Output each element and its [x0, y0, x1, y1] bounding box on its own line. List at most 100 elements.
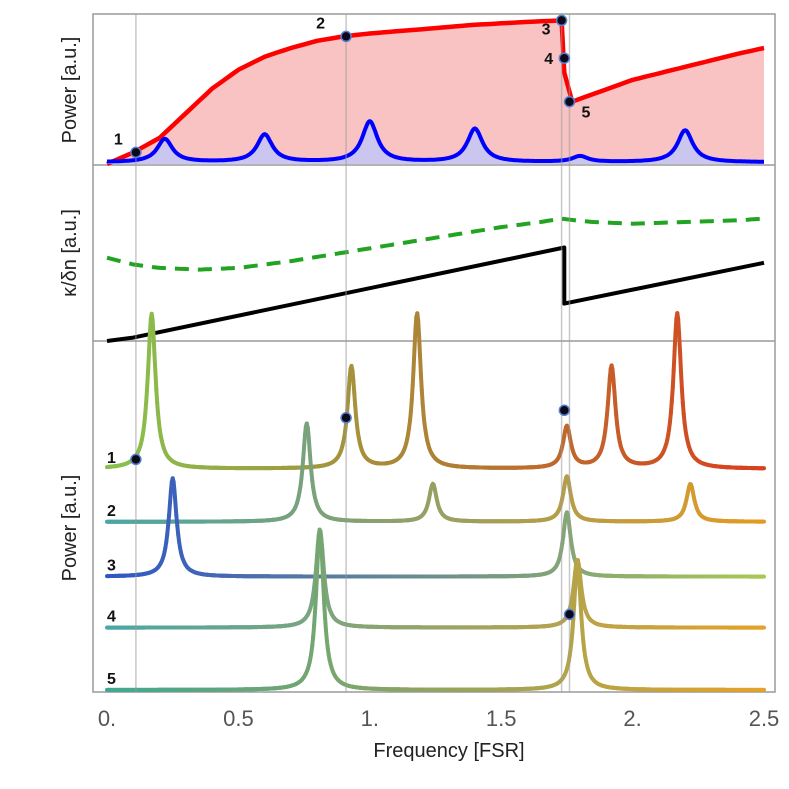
- trace-segment: [322, 601, 328, 621]
- trace-segment: [319, 544, 325, 568]
- trace-segment: [578, 602, 584, 621]
- trace-segment: [418, 371, 424, 393]
- plot-frame: [92, 13, 776, 693]
- trace-segment: [313, 593, 318, 614]
- trace-segment: [150, 317, 156, 337]
- trace-2: [105, 421, 766, 524]
- trace-segment: [411, 346, 417, 370]
- trace-segment: [409, 383, 415, 402]
- trace-segment: [417, 334, 422, 358]
- middle-ylabel: κ/δn [a.u.]: [59, 209, 81, 297]
- trace-segment: [577, 586, 583, 606]
- trace-segment: [172, 489, 178, 505]
- trace-segment: [676, 317, 682, 336]
- trace-segment: [670, 368, 676, 390]
- marker-label-4: 4: [544, 51, 553, 68]
- top-ylabel: Power [a.u.]: [59, 37, 81, 144]
- trace-segment: [146, 349, 151, 373]
- trace-3: [105, 476, 766, 579]
- trace-segment: [173, 501, 179, 517]
- x-tick-labels: 0. 0.5 1. 1.5 2. 2.5: [98, 706, 779, 731]
- marker-top-2: [340, 30, 352, 43]
- trace-segment: [321, 583, 327, 606]
- trace-segment: [671, 349, 677, 373]
- trace-segment: [306, 435, 312, 452]
- trace-segment: [315, 538, 321, 559]
- trace-1: [105, 311, 766, 471]
- x-tick-1.5: 1.5: [486, 706, 517, 731]
- trace-segment: [611, 377, 617, 394]
- trace-segment: [301, 444, 307, 461]
- trace-segment: [673, 316, 679, 335]
- x-tick-2.: 2.: [623, 706, 641, 731]
- marker-label-2: 2: [316, 15, 325, 32]
- trace-segment: [167, 501, 172, 517]
- marker-label-5: 5: [582, 105, 591, 122]
- x-tick-0.: 0.: [98, 706, 116, 731]
- trace-segment: [679, 386, 685, 405]
- trace-segment: [677, 332, 683, 355]
- trace-segment: [145, 368, 151, 390]
- trace-segment: [152, 351, 158, 375]
- trace-segment: [151, 332, 157, 356]
- trace-segment: [672, 330, 678, 354]
- red-envelope-line: [106, 18, 765, 167]
- trace-segment: [606, 376, 612, 393]
- trace-segment: [345, 387, 351, 405]
- trace-segment: [606, 388, 611, 405]
- bottom-panel: 1 2 3 4 5: [105, 311, 766, 692]
- x-tick-0.5: 0.5: [223, 706, 254, 731]
- trace-label-4: 4: [107, 609, 116, 626]
- trace-segment: [314, 574, 319, 598]
- trace-segment: [410, 366, 416, 388]
- marker-bottom-4: [563, 608, 576, 621]
- trace-segment: [351, 378, 357, 396]
- marker-bottom-1: [130, 453, 142, 466]
- middle-panel: [106, 216, 765, 343]
- frames: [92, 13, 776, 693]
- trace-segment: [678, 350, 683, 374]
- green-dashed-line: [106, 216, 765, 272]
- x-tick-2.5: 2.5: [749, 706, 780, 731]
- trace-segment: [669, 385, 675, 404]
- trace-segment: [576, 572, 582, 591]
- marker-label-3: 3: [542, 21, 551, 38]
- trace-segment: [416, 318, 422, 339]
- trace-segment: [352, 391, 358, 408]
- bottom-ylabel: Power [a.u.]: [59, 475, 81, 582]
- trace-segment: [419, 388, 425, 406]
- trace-segment: [320, 563, 326, 588]
- marker-top-5: [563, 95, 576, 108]
- marker-top-1: [130, 146, 142, 159]
- trace-segment: [679, 369, 684, 391]
- blue-transmission-line: [106, 119, 765, 164]
- trace-segment: [323, 616, 328, 633]
- trace-segment: [612, 389, 618, 406]
- trace-segment: [579, 616, 585, 633]
- trace-segment: [570, 617, 576, 634]
- trace-label-5: 5: [107, 671, 116, 688]
- trace-label-3: 3: [107, 558, 116, 575]
- marker-bottom-3: [558, 404, 571, 417]
- trace-segment: [318, 532, 324, 549]
- top-panel: [106, 18, 765, 167]
- marker-top-3: [555, 14, 568, 27]
- vertical-guide-lines: [135, 14, 571, 692]
- trace-segment: [412, 328, 418, 351]
- xlabel: Frequency [FSR]: [373, 740, 524, 762]
- marker-label-1: 1: [114, 131, 123, 148]
- trace-segment: [312, 610, 317, 628]
- trace-segment: [418, 353, 423, 376]
- trace-segment: [168, 489, 173, 505]
- trace-segment: [572, 587, 578, 607]
- trace-segment: [147, 316, 153, 336]
- trace-label-1: 1: [107, 450, 116, 467]
- trace-segment: [346, 375, 352, 392]
- trace-segment: [144, 385, 150, 404]
- trace-segment: [153, 370, 159, 392]
- x-tick-1.: 1.: [361, 706, 379, 731]
- trace-5: [105, 529, 766, 692]
- trace-segment: [314, 554, 320, 579]
- blue-area: [107, 121, 764, 164]
